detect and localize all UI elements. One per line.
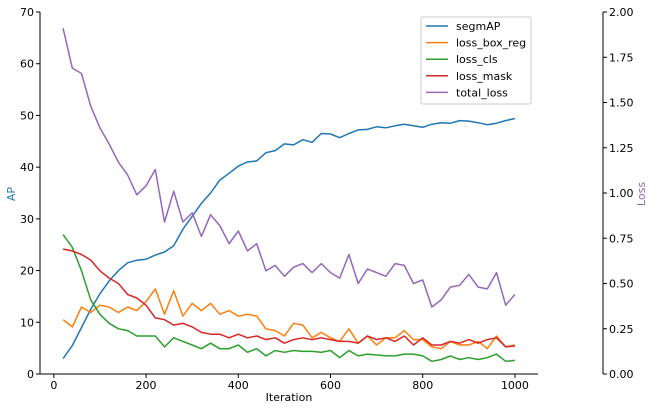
series-line-loss-mask bbox=[62, 248, 515, 348]
legend-label-loss-mask: loss_mask bbox=[456, 70, 513, 83]
left-axis-label: AP bbox=[5, 187, 18, 202]
legend-box bbox=[420, 16, 532, 105]
series-line-loss-box-reg bbox=[62, 288, 516, 350]
x-tick-label: 1000 bbox=[501, 379, 529, 392]
legend-label-loss-box-reg: loss_box_reg bbox=[456, 37, 526, 50]
legend: segmAP loss_box_reg loss_cls loss_masktotal… bbox=[420, 16, 532, 105]
right-y-tick-label: 0.25 bbox=[609, 323, 634, 336]
legend-label-loss-cls: loss_cls bbox=[456, 53, 498, 66]
right-y-tick-label: 0.50 bbox=[609, 278, 634, 291]
axes: 0 200 400 600 800 1000 0 10 20 30 40 50 60 70 0.00 0.25… bbox=[20, 6, 634, 392]
left-y-tick-label: 40 bbox=[20, 161, 34, 174]
right-y-tick-label: 0.75 bbox=[609, 232, 634, 245]
left-y-tick-label: 10 bbox=[20, 316, 34, 329]
right-y-tick-label: 0.00 bbox=[609, 368, 634, 381]
x-tick-label: 600 bbox=[320, 379, 341, 392]
plot-lines bbox=[62, 28, 516, 363]
legend-label-total-loss: total_loss bbox=[456, 86, 508, 99]
x-tick-label: 0 bbox=[50, 379, 57, 392]
series-line-loss-cls bbox=[62, 234, 515, 363]
right-y-tick-label: 1.50 bbox=[609, 97, 634, 110]
x-tick-label: 400 bbox=[228, 379, 249, 392]
right-y-tick-label: 2.00 bbox=[609, 6, 634, 19]
left-y-tick-label: 60 bbox=[20, 58, 34, 71]
right-y-tick-label: 1.25 bbox=[609, 142, 634, 155]
right-axis-label: Loss bbox=[635, 182, 648, 206]
left-y-tick-label: 70 bbox=[20, 6, 34, 19]
left-y-tick-label: 50 bbox=[20, 109, 34, 122]
series-line-segmAP bbox=[62, 117, 516, 359]
right-y-tick-label: 1.75 bbox=[609, 51, 634, 64]
x-tick-label: 200 bbox=[136, 379, 157, 392]
left-y-tick-label: 20 bbox=[20, 265, 34, 278]
series-line-total-loss bbox=[62, 28, 516, 308]
x-tick-label: 800 bbox=[412, 379, 433, 392]
x-axis-label: Iteration bbox=[266, 391, 313, 404]
legend-label-segmAP: segmAP bbox=[456, 20, 501, 33]
left-y-tick-label: 0 bbox=[27, 368, 34, 381]
left-y-tick-label: 30 bbox=[20, 213, 34, 226]
right-y-tick-label: 1.00 bbox=[609, 187, 634, 200]
